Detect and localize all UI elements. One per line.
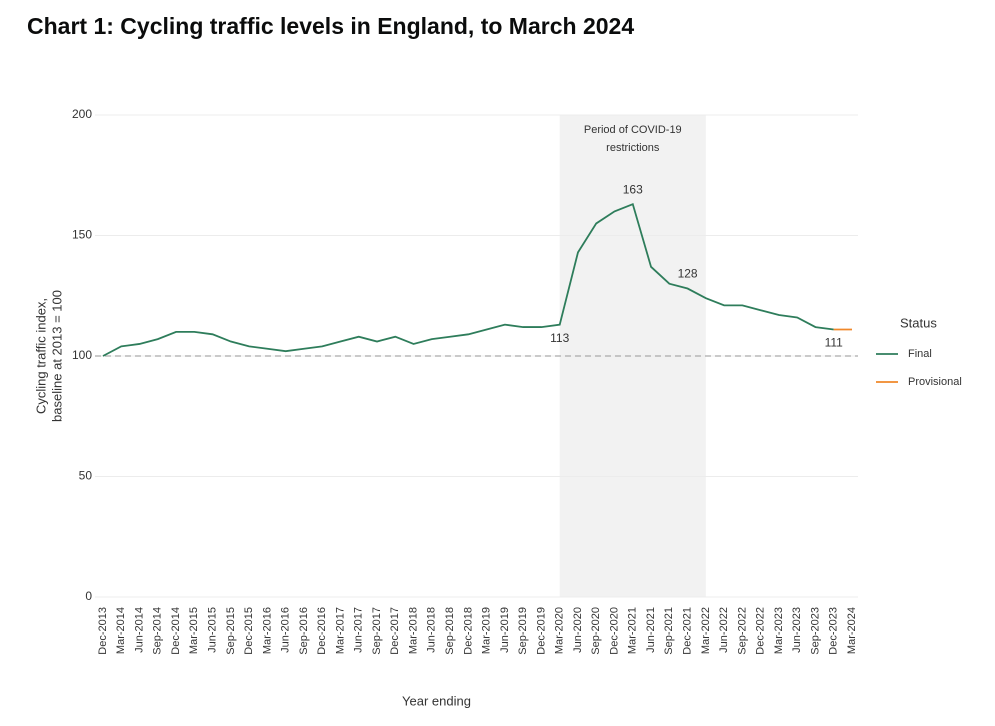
annotation: 128 (678, 267, 698, 281)
x-tick-label: Sep-2016 (298, 607, 310, 655)
x-tick-label: Sep-2023 (809, 607, 821, 655)
x-tick-label: Jun-2018 (426, 607, 438, 653)
x-tick-label: Mar-2015 (188, 607, 200, 654)
x-tick-label: Dec-2016 (316, 607, 328, 655)
y-axis-label-line: baseline at 2013 = 100 (49, 290, 64, 422)
legend-title: Status (900, 315, 937, 330)
x-tick-label: Dec-2014 (170, 607, 182, 655)
x-tick-label: Dec-2013 (97, 607, 109, 655)
x-tick-label: Dec-2019 (535, 607, 547, 655)
x-tick-label: Jun-2022 (718, 607, 730, 653)
x-tick-label: Jun-2020 (572, 607, 584, 653)
x-tick-label: Mar-2017 (334, 607, 346, 654)
shade-label: Period of COVID-19 (584, 124, 682, 136)
x-tick-label: Dec-2015 (243, 607, 255, 655)
x-tick-label: Jun-2017 (353, 607, 365, 653)
y-tick-label: 200 (72, 107, 92, 121)
x-tick-label: Jun-2021 (645, 607, 657, 653)
legend-label: Provisional (908, 376, 962, 388)
x-tick-label: Jun-2019 (499, 607, 511, 653)
annotation: 163 (623, 182, 643, 196)
x-tick-label: Dec-2023 (828, 607, 840, 655)
x-tick-label: Sep-2020 (590, 607, 602, 655)
x-tick-label: Mar-2023 (773, 607, 785, 654)
y-tick-label: 100 (72, 348, 92, 362)
x-tick-label: Sep-2019 (517, 607, 529, 655)
legend-label: Final (908, 348, 932, 360)
x-tick-label: Mar-2016 (261, 607, 273, 654)
x-tick-label: Mar-2014 (115, 607, 127, 654)
x-tick-label: Jun-2023 (791, 607, 803, 653)
x-axis-label: Year ending (402, 693, 471, 708)
x-tick-label: Mar-2021 (627, 607, 639, 654)
x-tick-label: Sep-2018 (444, 607, 456, 655)
shade-label: restrictions (606, 142, 660, 154)
x-tick-label: Dec-2020 (608, 607, 620, 655)
x-tick-label: Sep-2014 (152, 607, 164, 655)
x-tick-label: Mar-2022 (700, 607, 712, 654)
annotation: 111 (825, 336, 844, 350)
x-tick-label: Jun-2016 (280, 607, 292, 653)
x-tick-label: Dec-2018 (462, 607, 474, 655)
x-tick-label: Sep-2021 (663, 607, 675, 655)
series-line (102, 202, 834, 357)
x-tick-label: Sep-2022 (736, 607, 748, 655)
x-tick-label: Dec-2017 (389, 607, 401, 655)
annotation: 113 (550, 331, 569, 345)
x-tick-label: Sep-2017 (371, 607, 383, 655)
y-tick-label: 50 (79, 469, 93, 483)
y-axis-label-line: Cycling traffic index, (33, 298, 48, 414)
x-tick-label: Jun-2014 (133, 607, 145, 653)
chart-title: Chart 1: Cycling traffic levels in Engla… (27, 13, 634, 39)
x-tick-label: Mar-2018 (407, 607, 419, 654)
x-tick-label: Jun-2015 (207, 607, 219, 653)
x-tick-label: Mar-2020 (554, 607, 566, 654)
y-tick-label: 0 (85, 589, 92, 603)
x-tick-label: Dec-2022 (755, 607, 767, 655)
x-tick-label: Mar-2019 (481, 607, 493, 654)
y-tick-label: 150 (72, 228, 92, 242)
x-tick-label: Mar-2024 (846, 607, 858, 654)
y-axis-label: Cycling traffic index, baseline at 2013 =… (33, 290, 64, 422)
x-tick-label: Dec-2021 (681, 607, 693, 655)
x-tick-label: Sep-2015 (225, 607, 237, 655)
